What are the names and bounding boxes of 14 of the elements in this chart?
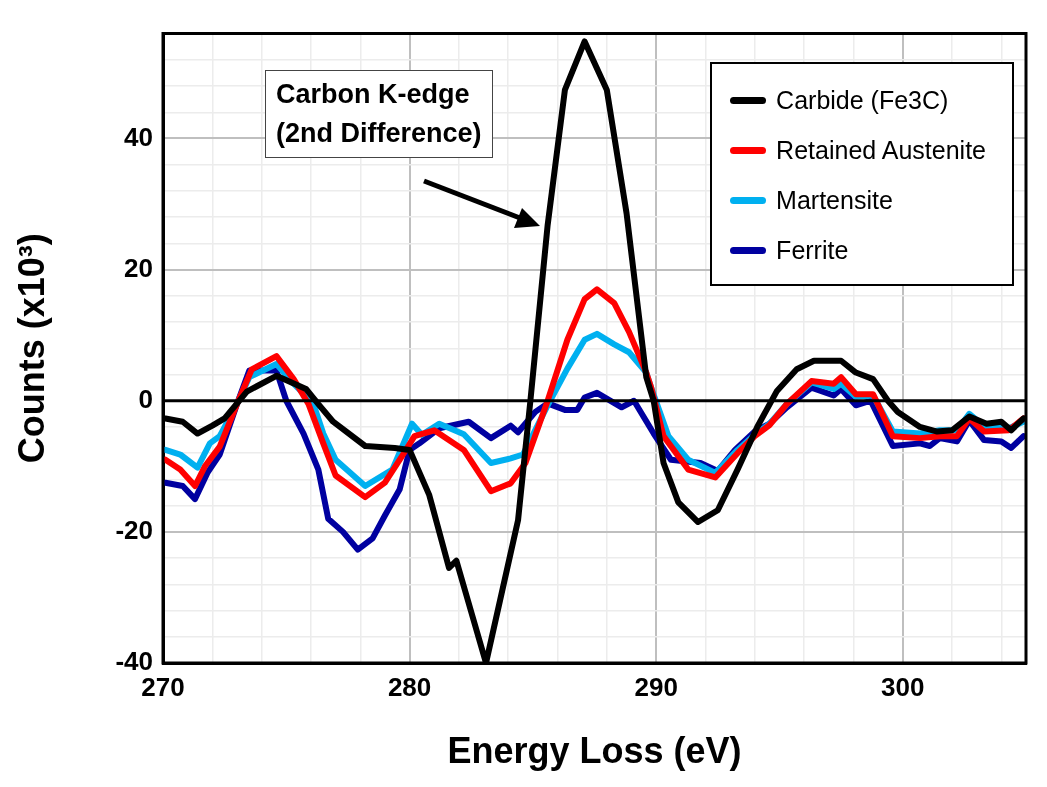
y-axis-title: Counts (x10³) xyxy=(10,233,52,464)
legend-label: Ferrite xyxy=(776,236,849,266)
y-tick-label: 20 xyxy=(124,252,153,283)
x-tick-label: 280 xyxy=(387,671,432,702)
x-tick-label: 300 xyxy=(881,671,925,702)
x-axis-title: Energy Loss (eV) xyxy=(447,730,742,772)
x-tick-label: 290 xyxy=(634,671,678,702)
legend-label: Martensite xyxy=(776,186,893,216)
legend-label: Carbide (Fe3C) xyxy=(776,86,949,116)
y-tick-label: -20 xyxy=(115,515,153,546)
annotation: Carbon K-edge (2nd Difference) xyxy=(265,69,493,158)
legend-label: Retained Austenite xyxy=(776,136,986,166)
y-tick-label: 0 xyxy=(138,383,153,414)
y-tick-label: 40 xyxy=(124,121,153,152)
